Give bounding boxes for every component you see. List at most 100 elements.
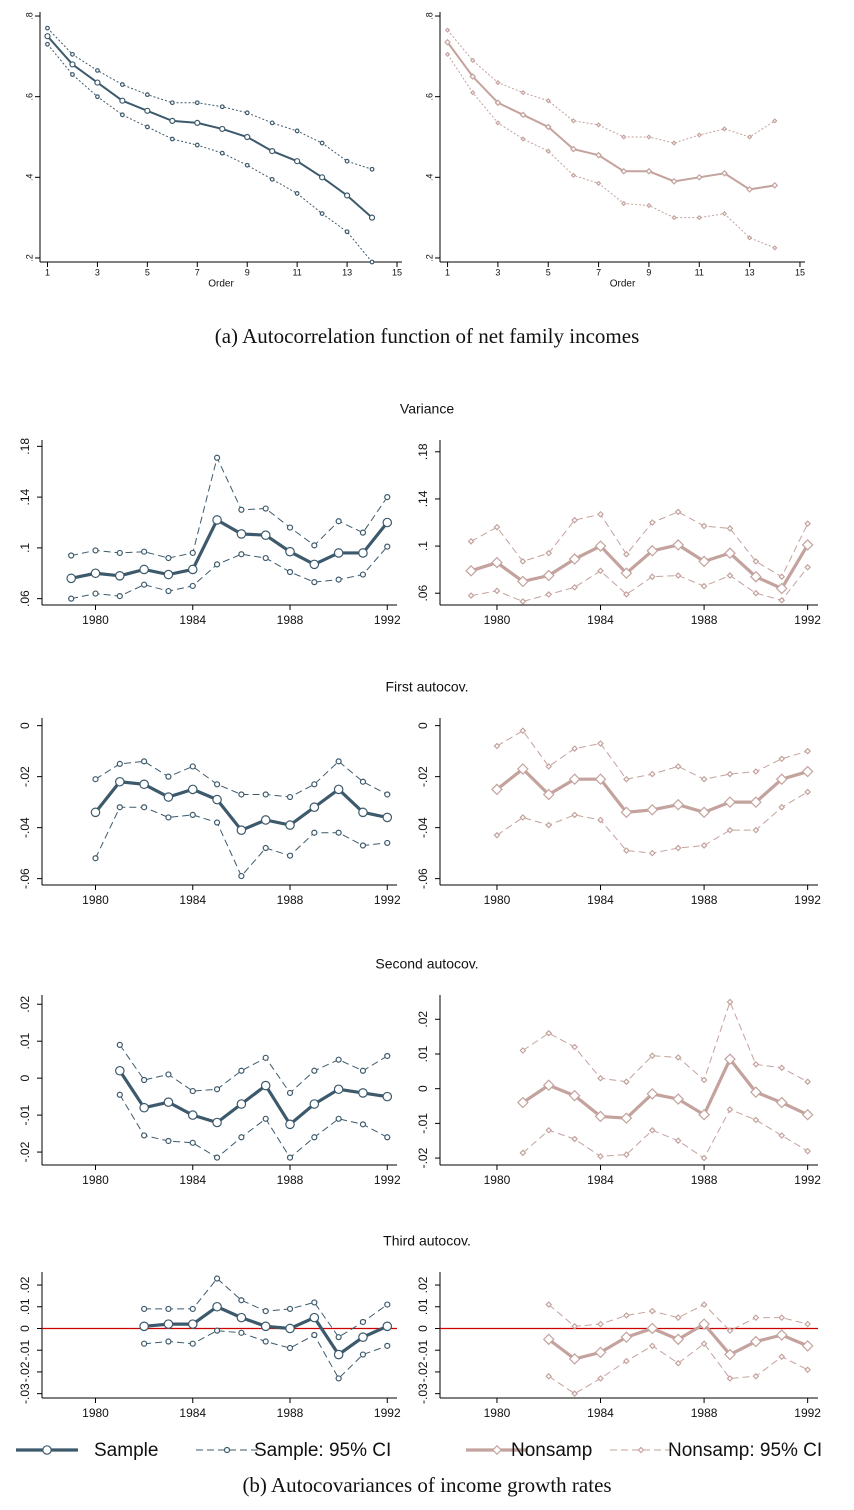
marker xyxy=(165,554,172,562)
marker xyxy=(236,825,247,835)
marker xyxy=(672,1093,685,1105)
series-line xyxy=(119,1044,388,1094)
marker xyxy=(141,1076,148,1084)
marker xyxy=(236,1312,247,1323)
marker xyxy=(311,542,318,549)
marker xyxy=(213,1275,221,1282)
marker xyxy=(674,1137,682,1145)
marker xyxy=(597,1152,604,1160)
x-tick-label: 5 xyxy=(546,267,551,277)
series-line xyxy=(46,35,373,219)
marker xyxy=(169,136,175,142)
marker xyxy=(571,1043,578,1051)
marker xyxy=(212,1117,222,1128)
marker xyxy=(335,758,342,765)
marker xyxy=(597,740,604,747)
y-tick-label: -.04 xyxy=(18,817,32,838)
marker xyxy=(116,1091,123,1098)
marker xyxy=(752,1061,760,1068)
marker xyxy=(645,167,653,175)
marker xyxy=(674,844,682,852)
y-tick-label: .01 xyxy=(18,1033,32,1050)
y-tick-label: .14 xyxy=(416,490,430,507)
marker xyxy=(467,592,475,599)
marker xyxy=(726,826,734,834)
x-tick-label: 1988 xyxy=(691,613,718,627)
y-tick-label: -.03 xyxy=(416,1383,430,1404)
marker xyxy=(359,1351,367,1358)
x-axis-label: Order xyxy=(610,279,636,290)
marker xyxy=(189,1087,196,1095)
x-tick-label: 1984 xyxy=(179,613,206,627)
marker xyxy=(309,1099,320,1109)
marker xyxy=(597,1375,604,1382)
marker xyxy=(672,798,685,811)
marker xyxy=(262,1338,269,1345)
marker xyxy=(752,1116,760,1124)
x-tick-label: 1988 xyxy=(691,893,718,907)
panel-title: Second autocov. xyxy=(375,956,478,972)
marker xyxy=(491,1444,503,1456)
marker xyxy=(92,776,99,783)
y-tick-label: 0 xyxy=(416,722,430,729)
marker xyxy=(620,167,628,175)
y-tick-label: -.02 xyxy=(416,1147,430,1168)
marker xyxy=(519,1047,527,1054)
marker xyxy=(750,1086,762,1098)
series-line xyxy=(470,511,809,578)
series-line xyxy=(94,780,388,833)
series-line xyxy=(447,54,775,249)
legend-label: Sample: 95% CI xyxy=(254,1440,391,1461)
marker xyxy=(750,796,762,808)
marker xyxy=(646,544,659,557)
marker xyxy=(165,1071,172,1078)
marker xyxy=(671,214,677,221)
x-tick-label: 1 xyxy=(45,267,50,277)
x-tick-label: 1980 xyxy=(484,1406,511,1420)
marker xyxy=(141,804,148,811)
y-tick-label: -.02 xyxy=(18,1361,32,1382)
marker xyxy=(169,100,175,106)
marker xyxy=(238,1067,245,1074)
marker xyxy=(698,806,710,819)
marker xyxy=(369,166,375,172)
marker xyxy=(700,1340,708,1348)
marker xyxy=(674,508,682,516)
marker xyxy=(213,454,221,461)
marker xyxy=(752,589,760,597)
marker xyxy=(42,1445,52,1455)
marker xyxy=(778,755,786,763)
marker xyxy=(696,214,702,221)
y-tick-label: .18 xyxy=(416,443,430,460)
marker xyxy=(116,549,123,557)
marker xyxy=(623,847,630,854)
marker xyxy=(189,811,196,818)
marker xyxy=(92,547,99,554)
marker xyxy=(45,25,50,31)
marker xyxy=(542,1079,555,1092)
marker xyxy=(597,1074,604,1082)
marker xyxy=(517,575,529,588)
y-tick-label: .02 xyxy=(18,1276,32,1293)
marker xyxy=(674,572,682,579)
marker xyxy=(467,538,475,545)
x-tick-label: 7 xyxy=(596,267,601,277)
marker xyxy=(571,1390,578,1398)
marker xyxy=(165,1137,172,1145)
marker xyxy=(260,530,271,540)
legend-label: Nonsamp: 95% CI xyxy=(668,1440,822,1461)
marker xyxy=(384,494,391,501)
y-tick-label: .01 xyxy=(18,1298,32,1315)
marker xyxy=(778,596,786,604)
x-tick-label: 1980 xyxy=(82,893,109,907)
marker xyxy=(212,1301,222,1312)
x-tick-label: 11 xyxy=(292,267,301,277)
marker xyxy=(165,1338,172,1345)
marker xyxy=(219,150,225,156)
marker xyxy=(286,524,294,531)
marker xyxy=(491,783,503,796)
marker xyxy=(568,1353,581,1365)
marker xyxy=(382,517,393,528)
